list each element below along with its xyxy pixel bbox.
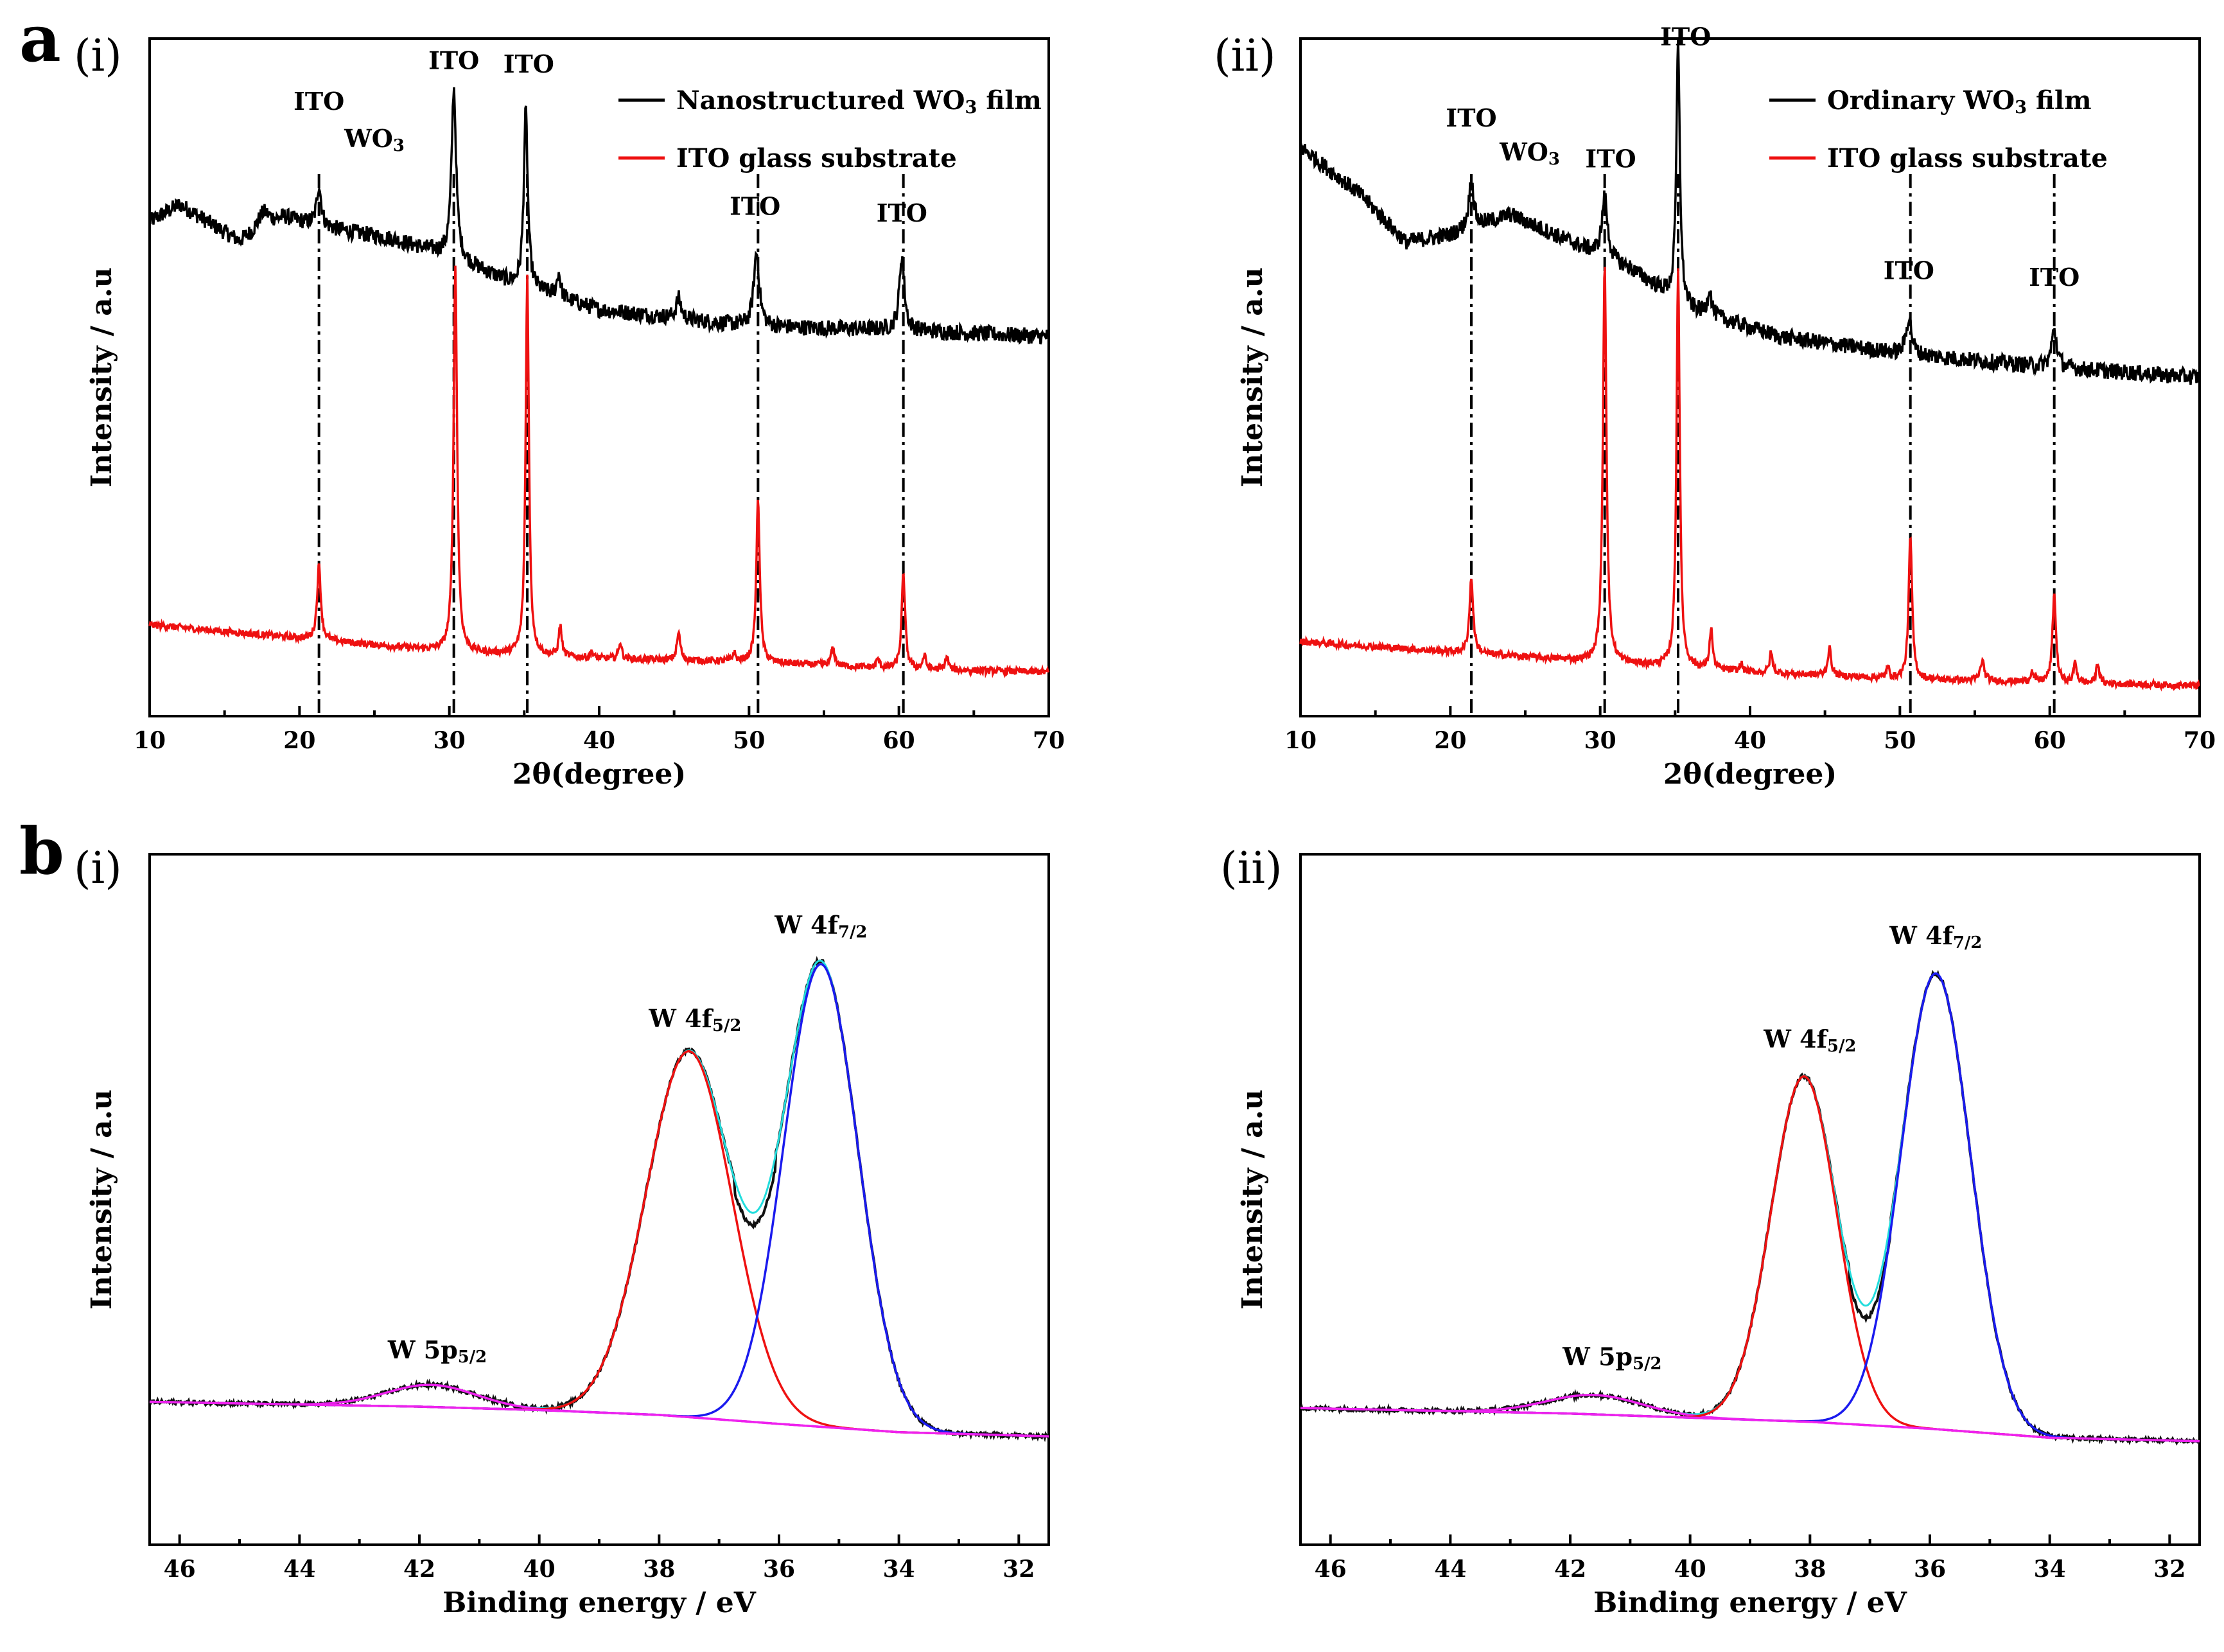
legend-entry: ITO glass substrate [1827,143,2108,173]
fit-envelope-line [1300,972,2200,1443]
panel-b-ii-label: (ii) [1220,843,1283,894]
component-fit-line [1300,972,2200,1443]
legend-entry: Ordinary WO3 film [1827,85,2092,118]
panel-a-i-label: (i) [74,31,122,82]
x-tick-label: 40 [1734,727,1766,754]
component-fit-line [150,963,1049,1437]
x-tick-label: 20 [283,727,315,754]
component-fit-line [1300,1394,2200,1443]
peak-annotation: ITO [730,191,780,220]
xps-chart-ii: 46 44 42 40 38 36 34 32 Binding energy / eV Inten… [1236,853,2201,1619]
x-tick-label: 32 [2153,1556,2185,1583]
peak-annotation: W 4f5/2 [648,1004,741,1035]
panel-a-letter: a [19,1,61,76]
panel-b-letter: b [19,813,64,889]
component-fit-line [1300,1075,2200,1443]
x-tick-label: 30 [433,727,466,754]
x-tick-label: 42 [403,1556,435,1583]
x-tick-label: 38 [1794,1556,1826,1583]
component-fit-line [150,1050,1049,1437]
peak-annotation: ITO [2029,263,2080,292]
substrate-series-line [1299,267,2201,692]
x-tick-label: 30 [1584,727,1616,754]
x-tick-label: 10 [1284,727,1317,754]
x-tick-label: 36 [763,1556,795,1583]
peak-annotation: ITO [877,198,927,227]
plot-frame [1299,853,2201,1546]
peak-annotation: ITO [1884,256,1934,285]
x-tick-label: 44 [283,1556,315,1583]
x-axis-label: 2θ(degree) [512,758,686,791]
xps-chart-i: 46 44 42 40 38 36 34 32 Binding energy / eV Inten… [85,853,1050,1619]
peak-annotation: W 4f7/2 [1889,921,1982,953]
x-tick-label: 40 [583,727,615,754]
x-tick-label: 10 [134,727,166,754]
peak-annotation: ITO [1446,103,1496,132]
plot-frame [148,37,1050,717]
background-line [1300,1407,2200,1443]
x-tick-label: 38 [643,1556,675,1583]
peak-annotation: WO3 [344,124,405,155]
x-tick-label: 60 [2034,727,2066,754]
x-tick-label: 20 [1434,727,1466,754]
x-axis-label: Binding energy / eV [442,1586,757,1619]
film-series-line [1300,38,2201,385]
x-tick-label: 34 [2034,1556,2066,1583]
plot-frame [148,853,1050,1546]
x-tick-label: 40 [1674,1556,1706,1583]
x-tick-label: 46 [1315,1556,1347,1583]
x-tick-label: 36 [1914,1556,1946,1583]
peak-annotation: W 5p5/2 [1562,1342,1661,1374]
y-axis-label: Intensity / a.u [85,267,118,488]
x-tick-label: 50 [733,727,765,754]
raw-spectrum-line [1299,969,2200,1446]
peak-annotation: W 5p5/2 [387,1335,487,1367]
raw-spectrum-line [148,956,1050,1443]
peak-annotation: W 4f7/2 [774,911,867,942]
x-tick-label: 50 [1884,727,1916,754]
y-axis-label: Intensity / a.u [1236,1089,1269,1310]
peak-annotation: W 4f5/2 [1763,1024,1856,1056]
y-axis-label: Intensity / a.u [1236,267,1269,488]
panel-b-i-label: (i) [74,843,122,894]
x-tick-label: 40 [523,1556,556,1583]
legend-entry: ITO glass substrate [676,143,957,173]
x-axis-label: Binding energy / eV [1593,1586,1907,1619]
peak-annotation: ITO [1585,144,1636,173]
y-axis-label: Intensity / a.u [85,1089,118,1310]
xrd-chart-i: 10 20 30 40 50 60 70 2θ(degree) Intensity / a.u I… [85,37,1065,791]
peak-annotation: ITO [428,46,479,75]
panel-a-ii-label: (ii) [1214,31,1276,82]
plot-frame [1299,37,2201,717]
x-tick-label: 70 [2184,727,2216,754]
x-tick-label: 34 [883,1556,915,1583]
legend-entry: Nanostructured WO3 film [676,85,1042,118]
x-tick-label: 70 [1033,727,1065,754]
peak-annotation: ITO [293,87,344,116]
substrate-series-line [148,265,1050,679]
xrd-chart-ii: 10 20 30 40 50 60 70 2θ(degree) Intensity / a.u I… [1236,22,2216,791]
x-tick-label: 32 [1003,1556,1035,1583]
x-tick-label: 46 [164,1556,196,1583]
fit-envelope-line [150,960,1049,1437]
x-tick-label: 42 [1554,1556,1586,1583]
x-axis-label: 2θ(degree) [1663,758,1837,791]
peak-annotation: WO3 [1499,137,1560,169]
peak-annotation: ITO [503,49,554,78]
x-tick-label: 60 [883,727,915,754]
x-tick-label: 44 [1434,1556,1466,1583]
film-series-line [148,87,1049,345]
background-line [150,1400,1049,1437]
peak-annotation: ITO [1660,22,1711,51]
